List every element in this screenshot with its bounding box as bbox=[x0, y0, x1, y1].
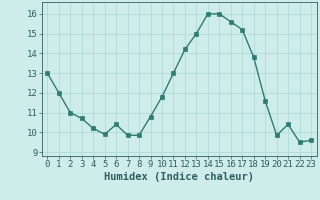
X-axis label: Humidex (Indice chaleur): Humidex (Indice chaleur) bbox=[104, 172, 254, 182]
